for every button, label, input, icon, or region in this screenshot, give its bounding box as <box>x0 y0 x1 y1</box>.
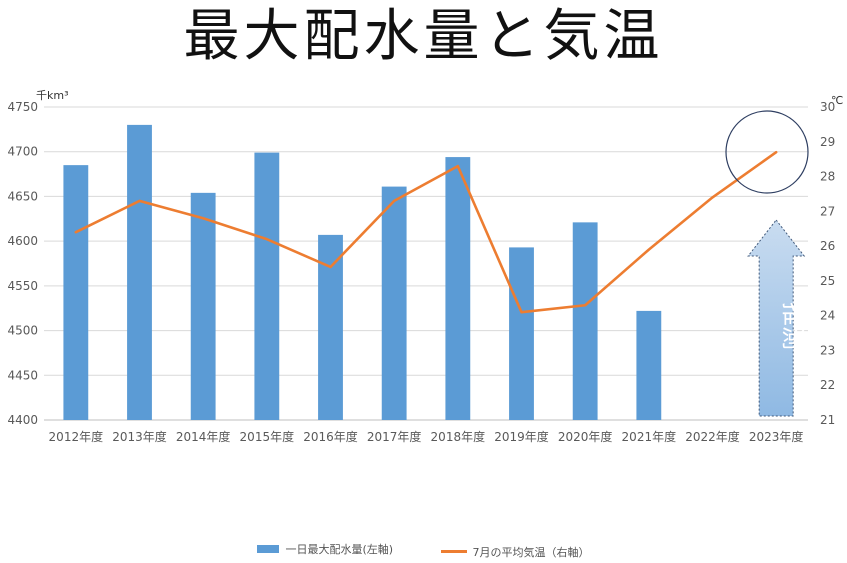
left-axis-tick-label: 4750 <box>7 100 38 114</box>
x-axis-tick-label: 2023年度 <box>749 429 804 444</box>
bar <box>445 157 471 420</box>
x-axis-tick-label: 2016年度 <box>303 429 358 444</box>
x-axis-tick-label: 2020年度 <box>558 429 613 444</box>
gridlines <box>44 106 808 421</box>
left-axis-tick-label: 4500 <box>7 324 38 338</box>
legend-item-line: 7月の平均気温（右軸） <box>440 544 590 560</box>
left-axis-unit: 千km³ <box>36 89 69 102</box>
x-axis-tick-label: 2015年度 <box>240 429 295 444</box>
axis-ticks: 4400 4450 4500 4550 4600 4650 4700 4750 21 22 23 24… <box>7 100 835 444</box>
right-axis-tick-label: 27 <box>820 204 835 218</box>
chart-canvas: 推測 4400 4450 4500 4550 4600 4650 4700 4750 21 22 2… <box>7 89 843 444</box>
highlight-circle <box>725 110 809 194</box>
arrow-shape <box>747 219 806 417</box>
left-axis-tick-label: 4700 <box>7 145 38 159</box>
right-axis-tick-label: 25 <box>820 274 835 288</box>
right-axis-tick-label: 23 <box>820 343 835 357</box>
x-axis-tick-label: 2018年度 <box>431 429 486 444</box>
right-axis-tick-label: 22 <box>820 378 835 392</box>
right-axis-tick-label: 28 <box>820 170 835 184</box>
bar <box>127 124 152 420</box>
estimate-arrow: 推測 <box>747 219 807 417</box>
chart-title: 最大配水量と気温 <box>183 4 664 69</box>
legend: 一日最大配水量(左軸) 7月の平均気温（右軸） <box>0 541 847 560</box>
x-axis-tick-label: 2012年度 <box>49 429 104 444</box>
right-axis-tick-label: 21 <box>820 413 835 427</box>
x-axis-tick-label: 2013年度 <box>112 429 167 444</box>
legend-line-label: 7月の平均気温（右軸） <box>472 545 590 559</box>
temperature-line <box>74 150 778 314</box>
right-axis-tick-label: 29 <box>820 135 835 149</box>
bar <box>636 310 662 420</box>
bar <box>254 152 280 420</box>
legend-bar-label: 一日最大配水量(左軸) <box>285 543 394 556</box>
bar <box>509 247 534 420</box>
x-axis-tick-label: 2021年度 <box>622 429 677 444</box>
x-axis-tick-label: 2014年度 <box>176 429 231 444</box>
legend-bar-swatch <box>257 545 280 553</box>
legend-item-bar: 一日最大配水量(左軸) <box>257 541 393 557</box>
left-axis-tick-label: 4450 <box>7 368 38 382</box>
legend-line-swatch <box>440 550 467 553</box>
left-axis-tick-label: 4600 <box>7 234 38 248</box>
x-axis-tick-label: 2017年度 <box>367 429 422 444</box>
left-axis-tick-label: 4400 <box>7 413 38 427</box>
bar <box>63 165 89 420</box>
bar <box>381 186 407 420</box>
bar <box>190 192 216 420</box>
left-axis-tick-label: 4550 <box>7 279 38 293</box>
annotation-label: 推測 <box>779 302 807 350</box>
right-axis-unit: ℃ <box>831 94 843 107</box>
x-axis-tick-label: 2019年度 <box>494 429 549 444</box>
left-axis-tick-label: 4650 <box>7 189 38 203</box>
line-series <box>74 150 778 314</box>
bar-series <box>63 124 662 420</box>
right-axis-tick-label: 30 <box>820 100 835 114</box>
right-axis-tick-label: 26 <box>820 239 835 253</box>
right-axis-tick-label: 24 <box>820 309 835 323</box>
x-axis-tick-label: 2022年度 <box>685 429 740 444</box>
bar <box>572 222 598 420</box>
